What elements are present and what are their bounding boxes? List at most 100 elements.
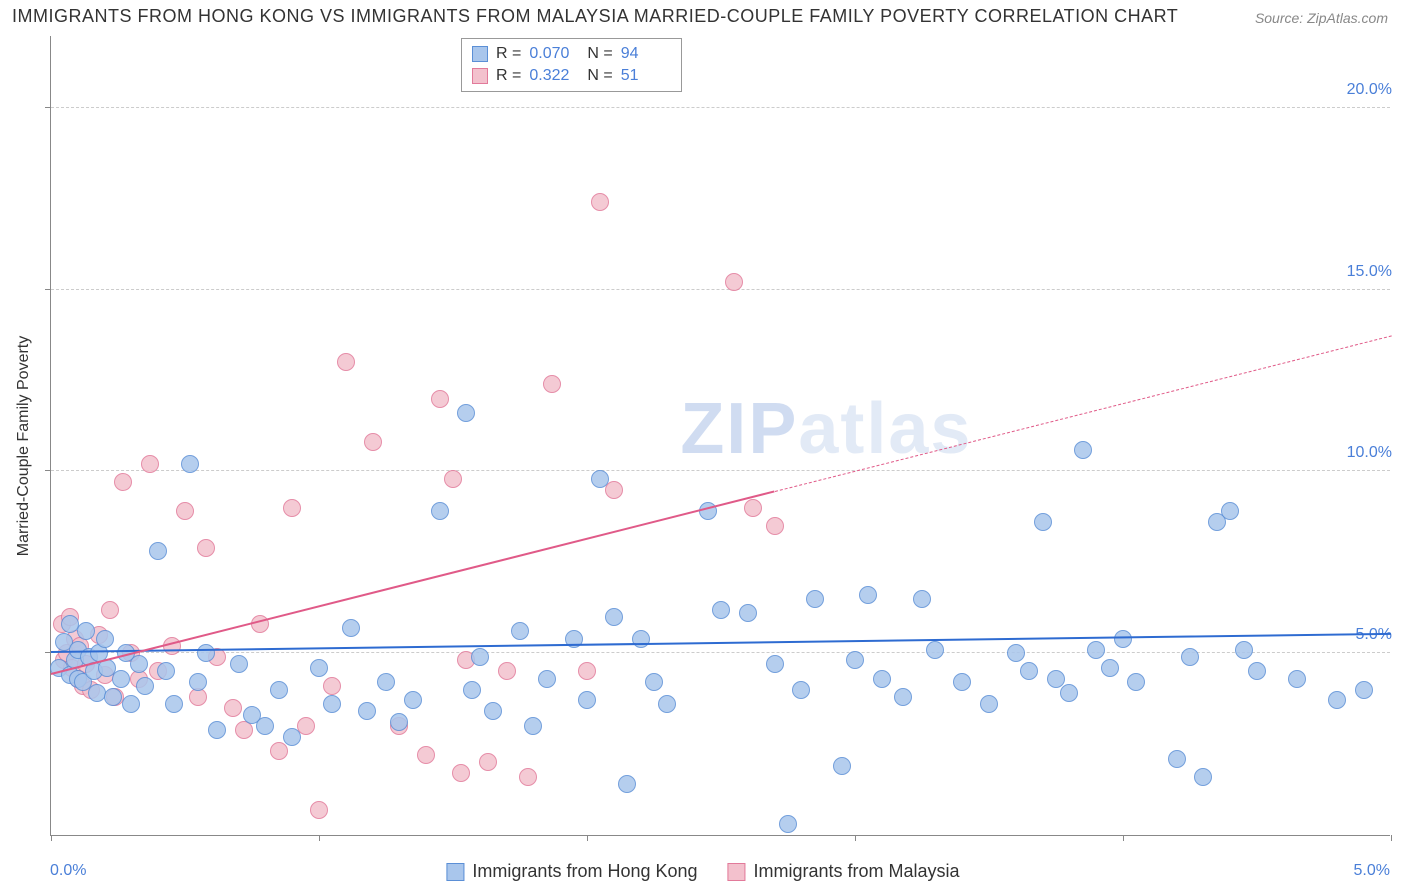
data-point-hk [358,702,376,720]
data-point-hk [342,619,360,637]
data-point-my [364,433,382,451]
data-point-my [591,193,609,211]
y-tick-mark [45,470,51,471]
data-point-hk [605,608,623,626]
data-point-hk [457,404,475,422]
data-point-my [498,662,516,680]
data-point-my [479,753,497,771]
data-point-hk [1087,641,1105,659]
data-point-hk [1074,441,1092,459]
x-tick-mark [1123,835,1124,841]
stat-row-my: R = 0.322 N = 51 [472,65,671,87]
data-point-hk [122,695,140,713]
data-point-hk [189,673,207,691]
data-point-hk [926,641,944,659]
stat-n-label: N = [587,67,612,85]
data-point-my [270,742,288,760]
data-point-hk [104,688,122,706]
data-point-my [141,455,159,473]
data-point-hk [1221,502,1239,520]
data-point-hk [524,717,542,735]
grid-line [51,289,1390,290]
data-point-hk [1114,630,1132,648]
data-point-hk [980,695,998,713]
stat-r-label: R = [496,45,521,63]
data-point-my [417,746,435,764]
legend-item-my: Immigrants from Malaysia [728,861,960,882]
x-tick-mark [51,835,52,841]
data-point-hk [578,691,596,709]
data-point-hk [894,688,912,706]
data-point-hk [230,655,248,673]
x-tick-mark [319,835,320,841]
data-point-hk [484,702,502,720]
data-point-hk [846,651,864,669]
data-point-hk [1047,670,1065,688]
data-point-my [224,699,242,717]
source-label: Source: ZipAtlas.com [1255,10,1388,26]
data-point-hk [1355,681,1373,699]
data-point-hk [390,713,408,731]
data-point-hk [112,670,130,688]
stat-n-label: N = [587,45,612,63]
data-point-hk [873,670,891,688]
data-point-hk [658,695,676,713]
data-point-hk [208,721,226,739]
data-point-hk [1168,750,1186,768]
stat-row-hk: R = 0.070 N = 94 [472,43,671,65]
data-point-hk [404,691,422,709]
data-point-hk [197,644,215,662]
data-point-hk [310,659,328,677]
data-point-hk [591,470,609,488]
swatch-hk-icon [472,46,488,62]
data-point-hk [270,681,288,699]
data-point-my [283,499,301,517]
data-point-hk [712,601,730,619]
data-point-my [766,517,784,535]
swatch-my-icon [728,863,746,881]
data-point-hk [165,695,183,713]
y-tick-label: 20.0% [1341,81,1392,99]
data-point-hk [377,673,395,691]
data-point-my [543,375,561,393]
trend-line [774,336,1391,493]
data-point-hk [77,622,95,640]
data-point-my [101,601,119,619]
bottom-legend: Immigrants from Hong Kong Immigrants fro… [438,861,967,882]
data-point-hk [913,590,931,608]
y-axis-label: Married-Couple Family Poverty [15,336,33,557]
data-point-hk [1020,662,1038,680]
data-point-my [323,677,341,695]
y-tick-mark [45,107,51,108]
stat-r-label: R = [496,67,521,85]
data-point-my [337,353,355,371]
data-point-my [519,768,537,786]
data-point-my [744,499,762,517]
data-point-hk [1127,673,1145,691]
data-point-hk [1034,513,1052,531]
stat-my-r: 0.322 [529,67,579,85]
data-point-my [176,502,194,520]
data-point-hk [1007,644,1025,662]
data-point-my [310,801,328,819]
data-point-hk [256,717,274,735]
data-point-hk [1101,659,1119,677]
data-point-hk [1248,662,1266,680]
data-point-hk [181,455,199,473]
data-point-hk [739,604,757,622]
data-point-hk [283,728,301,746]
data-point-hk [511,622,529,640]
data-point-hk [833,757,851,775]
data-point-my [197,539,215,557]
data-point-hk [323,695,341,713]
data-point-hk [1288,670,1306,688]
y-tick-label: 10.0% [1341,444,1392,462]
data-point-my [578,662,596,680]
x-axis-label-left: 0.0% [50,862,86,880]
data-point-hk [431,502,449,520]
data-point-hk [463,681,481,699]
data-point-hk [471,648,489,666]
data-point-hk [1181,648,1199,666]
data-point-hk [1235,641,1253,659]
data-point-hk [136,677,154,695]
